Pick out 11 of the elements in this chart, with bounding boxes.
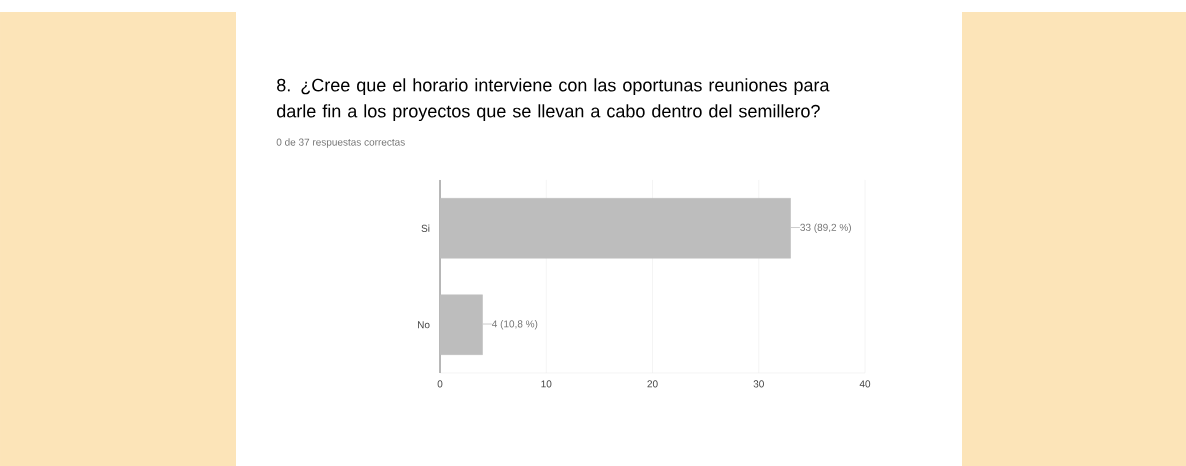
y-tick-label: Si bbox=[421, 224, 430, 232]
x-tick-label: 0 bbox=[437, 380, 443, 388]
x-tick-label: 10 bbox=[541, 380, 552, 388]
x-tick-label: 20 bbox=[647, 380, 658, 388]
data-label: 33 (89,2 %) bbox=[800, 223, 851, 233]
chart-title: 8. ¿Cree que el horario interviene con las oportunas reuniones para darle fin a los proyectos que se llevan a cabo dentro del semillero? bbox=[277, 78, 830, 122]
x-tick-label: 40 bbox=[859, 380, 871, 388]
data-label: 4 (10,8 %) bbox=[492, 320, 538, 330]
text: 0 de 37 respuestas correctas bbox=[276, 138, 405, 148]
y-tick-label: No bbox=[417, 321, 430, 329]
x-tick-label: 30 bbox=[753, 380, 764, 388]
